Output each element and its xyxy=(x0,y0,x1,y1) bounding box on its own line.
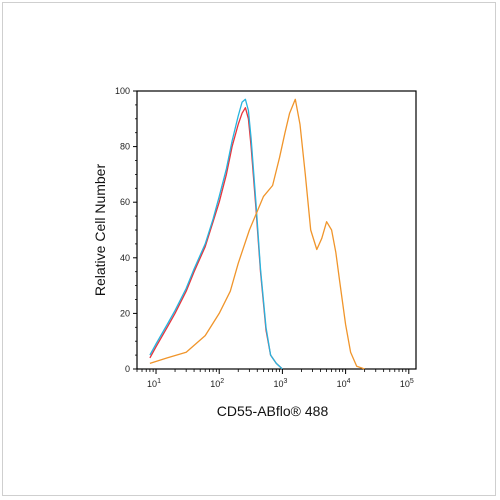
x-tick-base: 10 xyxy=(400,379,410,389)
plot-area xyxy=(136,90,417,370)
x-tick-exponent: 1 xyxy=(157,378,161,385)
x-tick-label: 105 xyxy=(400,378,414,389)
plot-border xyxy=(136,90,417,370)
y-axis-title: Relative Cell Number xyxy=(92,164,108,297)
y-axis: 0 20 40 60 80 100 xyxy=(115,86,137,374)
y-tick-label: 60 xyxy=(120,197,130,207)
x-tick-label: 101 xyxy=(147,378,161,389)
x-tick-label: 102 xyxy=(210,378,224,389)
histogram-series-3 xyxy=(149,98,365,370)
x-tick-exponent: 2 xyxy=(220,378,224,385)
x-axis: 101 102 103 104 105 xyxy=(136,369,414,389)
y-tick-label: 40 xyxy=(120,253,130,263)
y-tick-label: 100 xyxy=(115,86,130,96)
chart-frame: 0 20 40 60 80 100 101 102 103 104 105 Relative Ce… xyxy=(2,2,496,496)
x-tick-label: 104 xyxy=(337,378,351,389)
x-tick-base: 10 xyxy=(210,379,220,389)
y-tick-label: 80 xyxy=(120,142,130,152)
x-tick-exponent: 4 xyxy=(347,378,351,385)
x-axis-title: CD55-ABflo® 488 xyxy=(217,403,329,419)
histogram-series-1 xyxy=(149,107,283,370)
x-tick-label: 103 xyxy=(273,378,287,389)
x-tick-exponent: 5 xyxy=(410,378,414,385)
x-tick-base: 10 xyxy=(337,379,347,389)
series-layer xyxy=(149,98,365,370)
y-tick-label: 0 xyxy=(125,364,130,374)
histogram-series-2 xyxy=(149,98,283,370)
x-tick-base: 10 xyxy=(147,379,157,389)
y-tick-label: 20 xyxy=(120,308,130,318)
x-tick-base: 10 xyxy=(273,379,283,389)
x-tick-exponent: 3 xyxy=(283,378,287,385)
